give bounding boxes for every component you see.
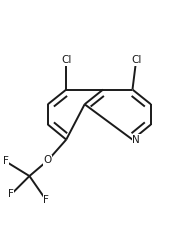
Text: O: O (44, 155, 52, 165)
Text: Cl: Cl (131, 55, 141, 65)
Text: N: N (132, 135, 140, 145)
Text: Cl: Cl (61, 55, 71, 65)
Text: F: F (8, 189, 14, 199)
Text: F: F (43, 195, 49, 205)
Text: F: F (3, 156, 8, 166)
